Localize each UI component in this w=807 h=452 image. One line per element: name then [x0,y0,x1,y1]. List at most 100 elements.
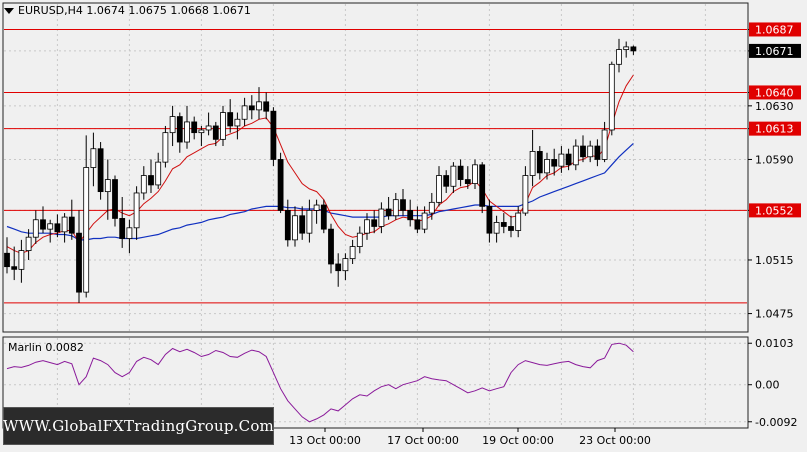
candle-bear [119,218,126,239]
candle-bear [227,112,234,127]
candle-bull [529,151,536,176]
candle-bear [248,105,255,111]
candle-bull [126,227,133,239]
candle-bear [11,266,18,270]
candle-bear [263,101,270,112]
candle-bull [572,145,579,166]
candle-bull [140,175,147,194]
candle-bear [400,199,406,211]
price-axis: 1.04751.05151.05521.05901.06131.06301.06… [748,22,801,429]
level-price-label: 1.0640 [755,86,794,99]
candle-bull [428,201,435,214]
candle-bear [97,148,104,193]
candle-bull [608,63,615,131]
osc-tick-label: 0.00 [755,379,780,392]
time-tick-label: 13 Oct 00:00 [289,434,361,447]
candle-bear [212,125,219,140]
candle-bear [630,46,637,52]
candle-bull [184,121,190,143]
time-axis: 13 Oct 00:00 17 Oct 00:00 19 Oct 00:00 23 O… [289,428,651,447]
marlin-line [6,342,634,423]
candle-bear [385,208,392,217]
level-price-box [749,121,801,136]
candle-bull [493,222,500,234]
ma-slow-line [6,142,634,241]
candle-bull [616,49,622,65]
watermark: WWW.GlobalFXTradingGroup.Com [3,407,274,445]
candle-bull [25,236,32,251]
candle-bear [371,219,378,227]
oscillator [6,342,634,423]
candle-bear [565,153,572,166]
candle-bear [536,151,543,174]
candle-bear [414,219,421,230]
candle-bull [133,192,140,229]
candle-bull [515,212,522,231]
level-price-box [749,203,801,218]
level-price-label: 1.0687 [755,23,794,36]
candle-bull [313,204,320,211]
candle-bear [284,209,291,241]
candle-bull [587,145,594,158]
candle-bear [40,219,46,230]
main-plot-area [2,2,749,333]
candle-bull [83,167,90,293]
candle-bear [320,204,327,230]
price-tick-label: 1.0590 [755,153,794,166]
candle-bull [220,112,226,140]
candle-bull [364,219,370,234]
moving-averages [6,74,634,254]
candle-bull [421,212,428,230]
candle-bull [47,223,54,230]
candle-bear [176,116,183,143]
candle-bear [191,121,198,134]
candle-bear [76,232,82,293]
time-tick-label: 17 Oct 00:00 [387,434,459,447]
level-price-label: 1.0552 [755,204,794,217]
candle-bear [407,209,414,221]
candle-bull [198,129,205,134]
candle-bear [277,159,284,211]
time-tick-label: 19 Oct 00:00 [482,434,554,447]
candle-bull [601,129,608,160]
candle-bull [623,46,630,50]
candle-bear [299,215,306,234]
candle-bull [392,199,399,217]
osc-tick-label: -0.0092 [755,416,797,429]
candle-bull [104,179,111,193]
candle-bull [256,101,262,111]
candle-bear [54,223,61,233]
symbol-line: EURUSD,H4 1.0674 1.0675 1.0668 1.0671 [18,4,251,17]
candle-bear [464,179,471,184]
candle-bear [580,145,586,158]
candle-bull [234,118,241,127]
candle-bull [292,215,298,241]
level-price-box [749,85,801,100]
time-tick-label: 23 Oct 00:00 [579,434,651,447]
candle-bull [32,219,39,238]
candle-bear [148,175,154,186]
triangle-down-icon[interactable] [4,7,14,14]
candle-bull [522,175,529,214]
candle-bull [472,164,478,184]
level-price-box [749,22,801,37]
ma-fast-line [6,74,634,254]
candle-bull [349,246,356,260]
candle-bull [169,116,176,134]
price-tick-label: 1.0630 [755,100,794,113]
candle-bear [594,145,601,160]
candle-bear [443,175,450,187]
candle-bull [450,165,457,187]
chart-title: EURUSD,H4 1.0674 1.0675 1.0668 1.0671 [4,4,251,17]
candle-bull [155,161,162,186]
candle-bear [479,164,486,207]
candle-bull [356,232,363,247]
candle-bull [205,125,212,131]
candle-bull [18,250,25,270]
candles [4,38,637,303]
current-price-box [749,43,801,58]
candle-bull [436,175,442,203]
candle-bear [328,228,334,265]
candle-bear [112,179,118,219]
